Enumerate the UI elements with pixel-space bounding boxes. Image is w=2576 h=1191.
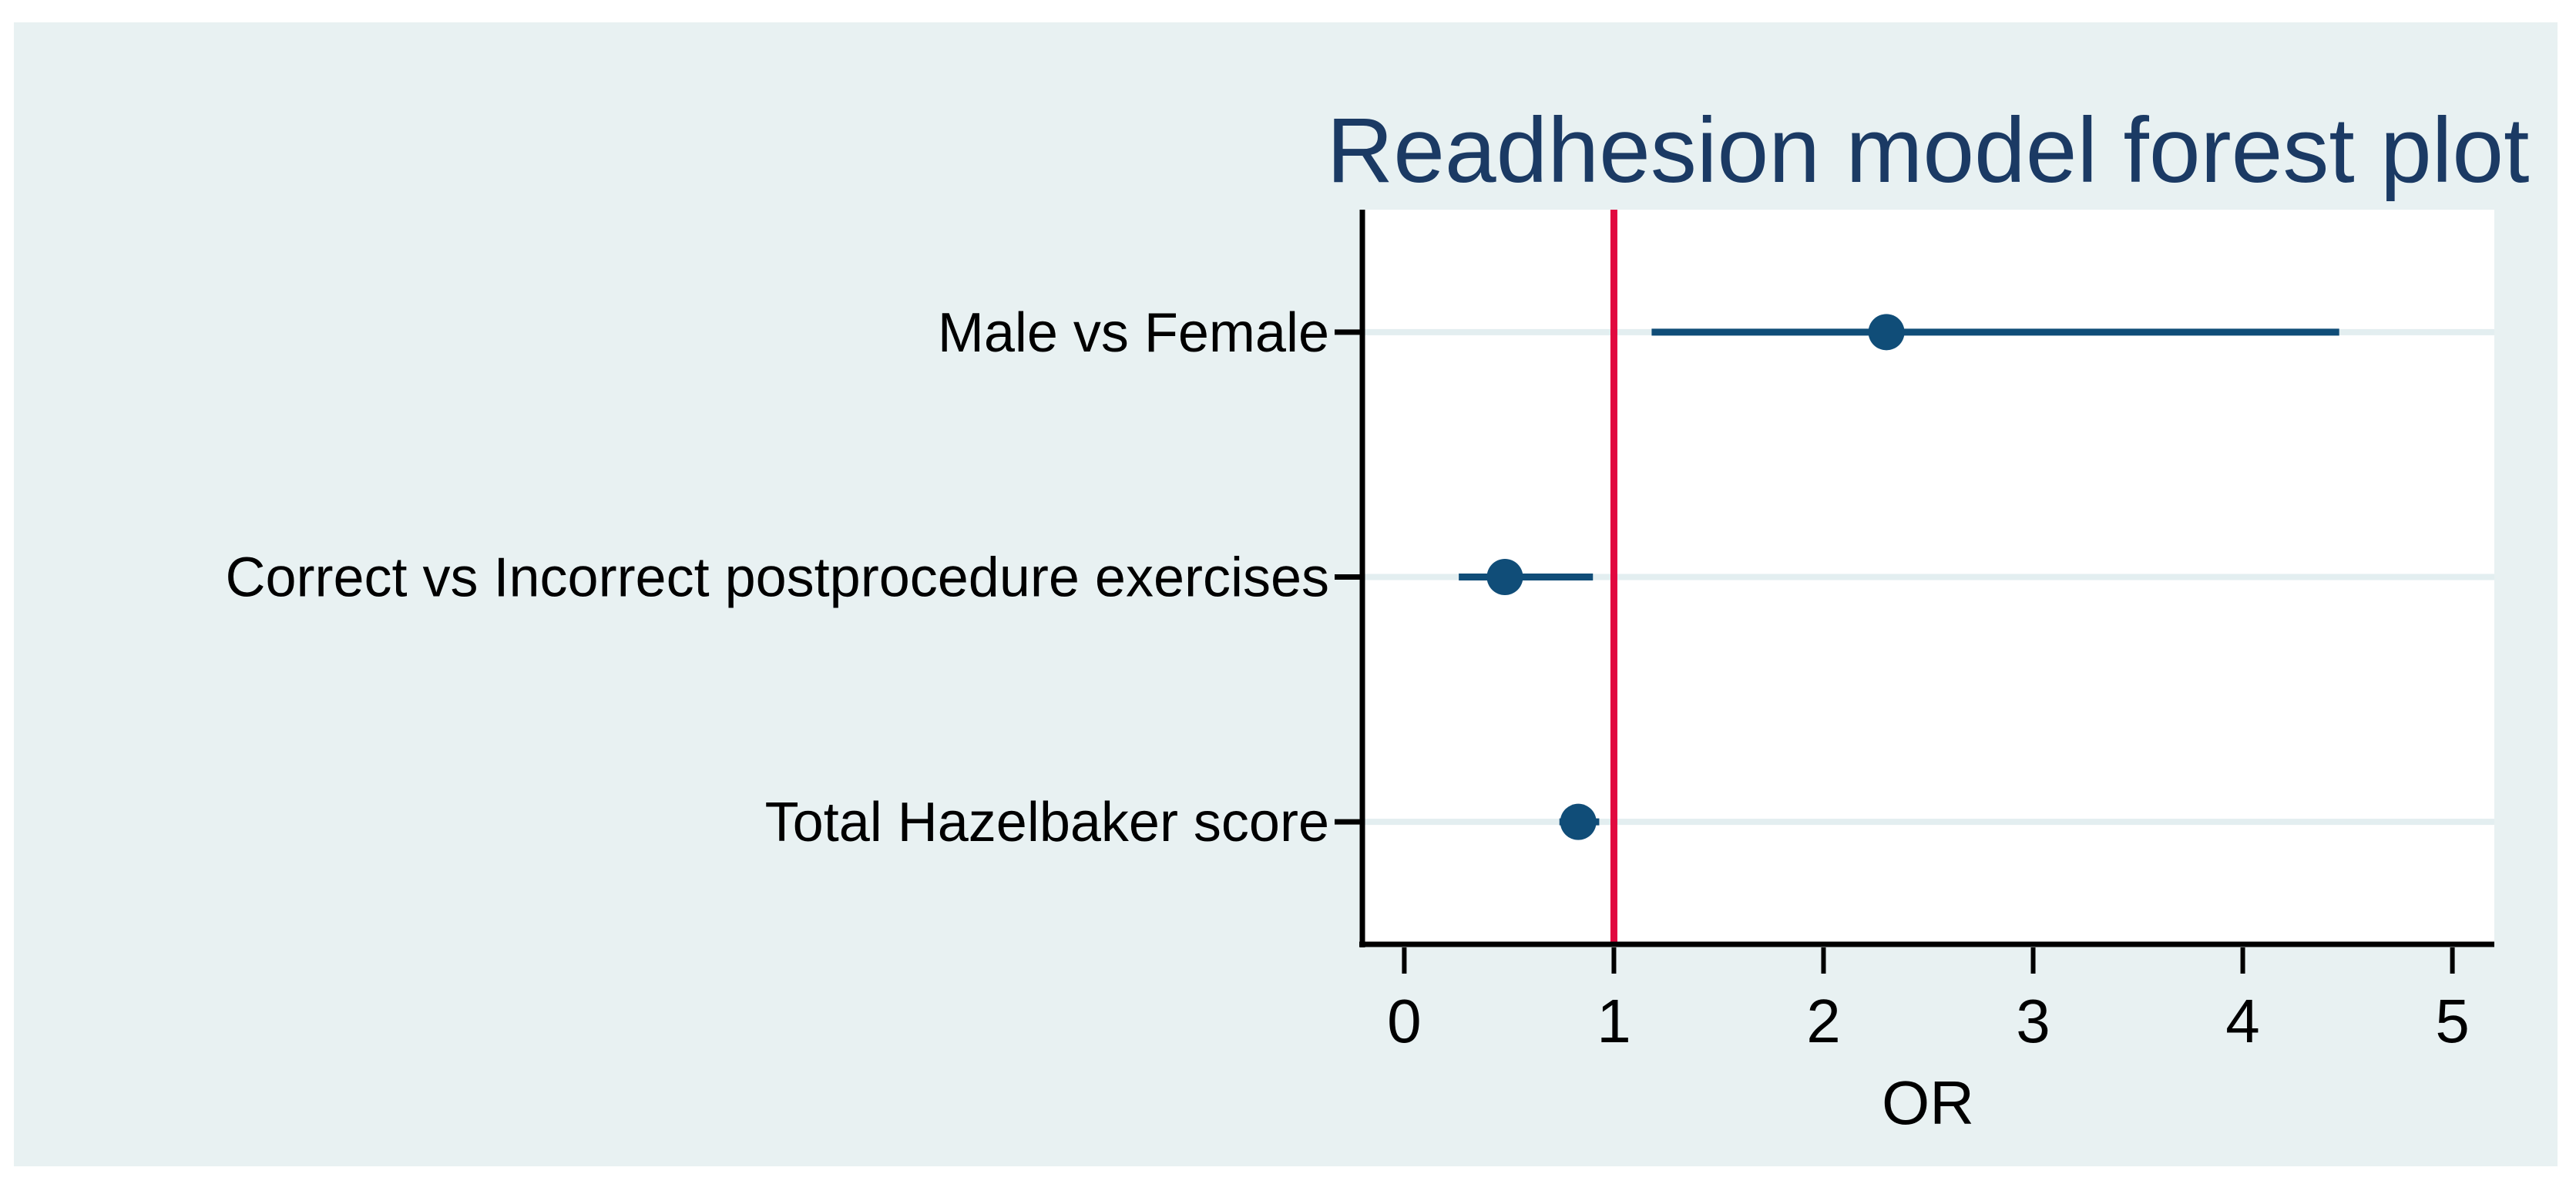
x-tick-label: 5 (2435, 987, 2470, 1055)
category-label: Correct vs Incorrect postprocedure exerc… (225, 547, 1329, 609)
or-point-marker (1486, 559, 1523, 595)
plot-layer: 0 1 2 3 4 5 Male vs Female Correct vs Incorrect… (225, 210, 2494, 1055)
x-axis-title: OR (1882, 1068, 1974, 1137)
category-label: Total Hazelbaker score (765, 792, 1329, 853)
x-tick-label: 0 (1387, 987, 1422, 1055)
or-point-marker (1560, 803, 1597, 840)
or-point-marker (1868, 314, 1905, 351)
x-tick-label: 1 (1597, 987, 1631, 1055)
category-label: Male vs Female (938, 302, 1329, 364)
x-tick-label: 4 (2225, 987, 2260, 1055)
x-tick-label: 2 (1806, 987, 1841, 1055)
chart-title: Readhesion model forest plot (1327, 99, 2530, 202)
x-tick-label: 3 (2016, 987, 2050, 1055)
